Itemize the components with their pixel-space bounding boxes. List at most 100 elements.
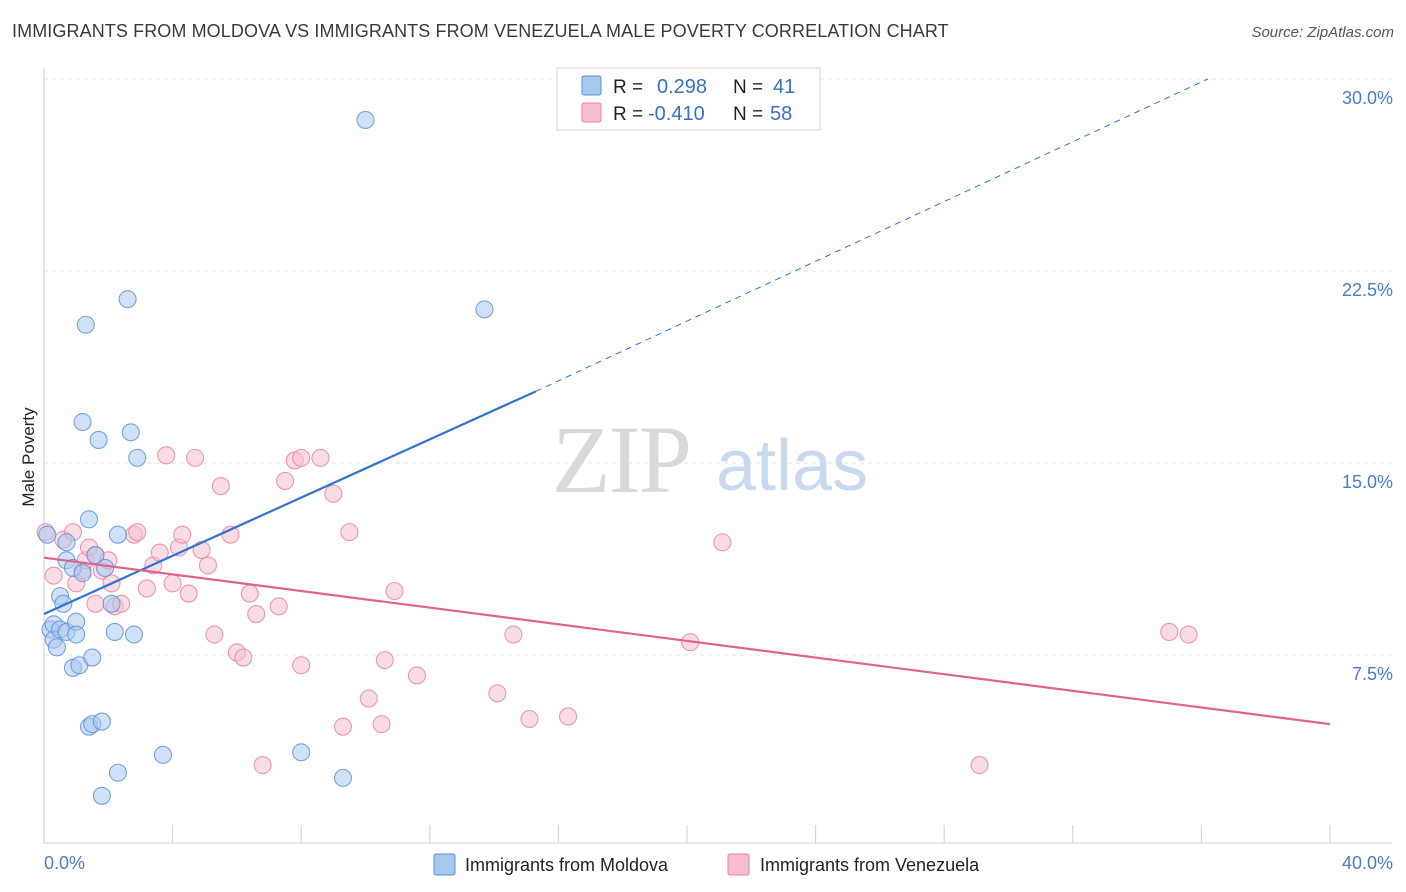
venezuela-point xyxy=(276,471,295,490)
moldova-point xyxy=(121,423,140,442)
venezuela-point xyxy=(504,625,523,644)
bottom-legend-label-moldova: Immigrants from Moldova xyxy=(465,855,669,875)
bottom-legend-label-venezuela: Immigrants from Venezuela xyxy=(760,855,980,875)
chart-source: Source: ZipAtlas.com xyxy=(1251,24,1394,41)
legend-swatch-moldova xyxy=(581,75,602,96)
venezuela-point xyxy=(324,484,343,503)
y-axis-title: Male Poverty xyxy=(19,407,38,507)
moldova-point xyxy=(292,743,311,762)
axes-layer: 0.0% 40.0% xyxy=(43,68,1393,873)
x-tick-label: 40.0% xyxy=(1342,853,1393,873)
legend-top: R = 0.298 N = 41 R = -0.410 N = 58 xyxy=(556,67,821,131)
venezuela-point xyxy=(970,756,989,775)
legend-n-value: 58 xyxy=(770,103,792,125)
venezuela-point xyxy=(340,523,359,542)
moldova-points xyxy=(38,110,494,805)
legend-r-value: -0.410 xyxy=(648,103,705,125)
watermark-atlas: atlas xyxy=(716,426,868,506)
x-tick-label: 0.0% xyxy=(44,853,85,873)
chart-title: IMMIGRANTS FROM MOLDOVA VS IMMIGRANTS FR… xyxy=(12,21,949,41)
venezuela-point xyxy=(86,594,105,613)
venezuela-point xyxy=(359,689,378,708)
venezuela-point xyxy=(372,715,391,734)
watermark-zip: ZIP xyxy=(552,406,690,513)
moldova-point xyxy=(118,290,137,309)
venezuela-point xyxy=(1179,625,1198,644)
venezuela-point xyxy=(558,707,578,726)
moldova-point xyxy=(108,525,127,544)
moldova-point xyxy=(102,594,121,613)
venezuela-point xyxy=(375,651,394,670)
y-tick-label: 7.5% xyxy=(1352,664,1393,684)
legend-swatch-venezuela xyxy=(581,102,602,123)
legend-n-label: N = xyxy=(733,77,763,98)
moldova-point xyxy=(333,768,353,787)
venezuela-point xyxy=(713,533,732,552)
legend-n-value: 41 xyxy=(773,76,795,98)
moldova-point xyxy=(38,525,57,544)
venezuela-trend-line xyxy=(43,556,1331,726)
moldova-point xyxy=(108,763,127,782)
venezuela-point xyxy=(247,604,266,624)
venezuela-point xyxy=(192,540,211,560)
trend-layer xyxy=(43,78,1331,726)
venezuela-point xyxy=(488,684,507,703)
venezuela-point xyxy=(234,648,253,667)
venezuela-point xyxy=(520,709,539,729)
venezuela-point xyxy=(1160,622,1179,642)
venezuela-point xyxy=(211,476,230,496)
venezuela-point xyxy=(137,579,156,598)
bottom-legend-swatch-venezuela xyxy=(727,853,750,876)
moldova-trend-extension xyxy=(535,78,1209,392)
venezuela-point xyxy=(128,523,147,542)
venezuela-point xyxy=(163,574,182,593)
y-tick-label: 22.5% xyxy=(1342,280,1393,300)
moldova-point xyxy=(92,712,111,731)
moldova-point xyxy=(105,622,124,642)
moldova-trend-line xyxy=(43,390,537,616)
venezuela-point xyxy=(269,597,288,616)
y-tick-label: 15.0% xyxy=(1342,472,1393,492)
moldova-point xyxy=(124,625,144,644)
moldova-point xyxy=(153,745,173,764)
moldova-point xyxy=(79,510,99,529)
venezuela-point xyxy=(292,448,311,467)
moldova-point xyxy=(356,110,375,130)
venezuela-point xyxy=(179,584,198,603)
venezuela-point xyxy=(333,717,353,736)
moldova-point xyxy=(96,558,115,578)
venezuela-point xyxy=(253,756,272,775)
moldova-point xyxy=(73,564,92,583)
bottom-legend-swatch-moldova xyxy=(433,853,456,876)
legend-bottom: Immigrants from Moldova Immigrants from … xyxy=(433,853,980,876)
venezuela-point xyxy=(311,448,330,467)
moldova-point xyxy=(47,638,66,657)
venezuela-point xyxy=(157,446,176,465)
venezuela-point xyxy=(186,448,205,467)
moldova-point xyxy=(57,533,76,552)
legend-n-label: N = xyxy=(733,104,763,125)
venezuela-point xyxy=(292,656,311,675)
grid-layer: 7.5% 15.0% 22.5% 30.0% xyxy=(44,78,1393,684)
venezuela-point xyxy=(44,566,63,585)
moldova-point xyxy=(92,786,111,805)
moldova-point xyxy=(128,448,147,467)
moldova-point xyxy=(76,315,95,334)
venezuela-point xyxy=(173,525,192,544)
venezuela-point xyxy=(205,625,224,644)
legend-r-label: R = xyxy=(613,104,643,125)
legend-r-value: 0.298 xyxy=(657,76,707,98)
y-tick-label: 30.0% xyxy=(1342,88,1393,108)
venezuela-point xyxy=(198,556,218,575)
venezuela-point xyxy=(240,584,259,603)
moldova-point xyxy=(67,625,86,644)
moldova-point xyxy=(83,648,102,667)
moldova-point xyxy=(73,412,92,432)
venezuela-point xyxy=(385,581,404,601)
moldova-point xyxy=(89,430,108,450)
legend-r-label: R = xyxy=(613,77,643,98)
venezuela-point xyxy=(407,666,426,685)
moldova-point xyxy=(475,300,494,319)
watermark: ZIP atlas xyxy=(552,406,868,513)
